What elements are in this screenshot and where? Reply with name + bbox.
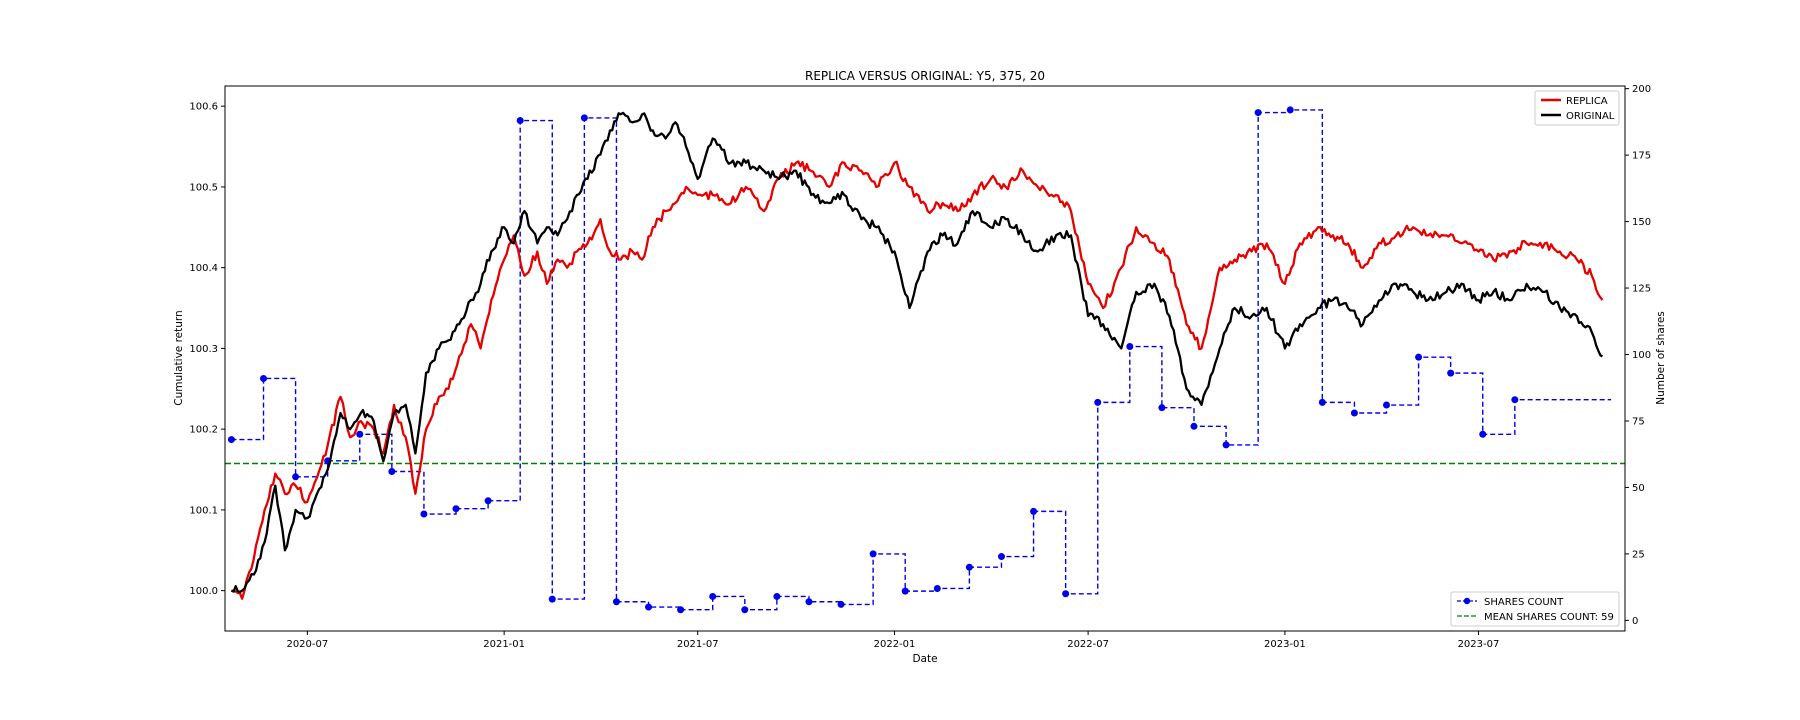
shares-count-point — [612, 598, 620, 606]
shares-count-point — [580, 114, 588, 122]
legend-shares-marker — [1463, 597, 1471, 605]
y-left-tick-label: 100.6 — [189, 102, 218, 113]
shares-count-point — [227, 436, 235, 444]
y-left-tick-label: 100.1 — [189, 505, 218, 516]
shares-count-point — [1094, 398, 1102, 406]
y-left-tick-label: 100.5 — [189, 182, 218, 193]
series-layer — [225, 106, 1625, 614]
y-left-tick-label: 100.2 — [189, 425, 218, 436]
shares-count-point — [452, 505, 460, 513]
shares-count-point — [1415, 353, 1423, 361]
shares-count-point — [773, 592, 781, 600]
y-right-tick-label: 75 — [1632, 416, 1645, 427]
axes-layer: 2020-07 2021-01 2021-07 2022-01 2022-07 2023-… — [189, 84, 1651, 650]
x-tick-label: 2021-07 — [677, 639, 719, 650]
shares-count-point — [709, 592, 717, 600]
x-tick-label: 2023-01 — [1264, 639, 1306, 650]
y-right-tick-label: 150 — [1632, 217, 1651, 228]
y-right-tick-label: 0 — [1632, 616, 1638, 627]
shares-count-point — [837, 600, 845, 608]
shares-count-point — [1254, 109, 1262, 117]
x-tick-label: 2023-07 — [1458, 639, 1500, 650]
chart-title: REPLICA VERSUS ORIGINAL: Y5, 375, 20 — [805, 69, 1045, 83]
shares-count-point — [1158, 404, 1166, 412]
shares-count-point — [548, 595, 556, 603]
shares-count-point — [1318, 398, 1326, 406]
x-tick-label: 2021-01 — [483, 639, 525, 650]
y-right-tick-label: 50 — [1632, 483, 1645, 494]
shares-count-point — [965, 563, 973, 571]
y-right-tick-label: 125 — [1632, 284, 1651, 295]
shares-count-line — [231, 109, 1612, 611]
shares-count-point — [805, 598, 813, 606]
x-axis-label: Date — [912, 653, 937, 665]
y-axis-left-label: Cumulative return — [173, 310, 185, 405]
plot-frame — [224, 85, 1626, 632]
shares-count-point — [741, 606, 749, 614]
shares-count-point — [1190, 422, 1198, 430]
y-left-tick-label: 100.4 — [189, 263, 218, 274]
shares-count-point — [933, 584, 941, 592]
y-axis-right-label: Number of shares — [1655, 311, 1667, 405]
y-right-tick-label: 175 — [1632, 151, 1651, 162]
shares-count-point — [1447, 369, 1455, 377]
shares-count-point — [901, 587, 909, 595]
shares-count-point — [420, 510, 428, 518]
y-right-tick-label: 100 — [1632, 350, 1651, 361]
y-right-tick-label: 25 — [1632, 549, 1645, 560]
legend-original-label: ORIGINAL — [1566, 111, 1615, 122]
legend-replica-label: REPLICA — [1566, 96, 1608, 107]
shares-count-point — [677, 606, 685, 614]
legend-mean-label: MEAN SHARES COUNT: 59 — [1484, 612, 1614, 623]
original-line — [230, 111, 1604, 594]
shares-count-point — [516, 117, 524, 125]
x-tick-label: 2020-07 — [286, 639, 328, 650]
legend-bottom: SHARES COUNT MEAN SHARES COUNT: 59 — [1450, 591, 1620, 627]
x-tick-label: 2022-07 — [1067, 639, 1109, 650]
shares-count-point — [484, 497, 492, 505]
shares-count-point — [1511, 396, 1519, 404]
x-tick-label: 2022-01 — [874, 639, 916, 650]
replica-line — [231, 160, 1604, 600]
legend-shares-label: SHARES COUNT — [1484, 597, 1564, 608]
shares-count-point — [869, 550, 877, 558]
shares-count-point — [292, 473, 300, 481]
shares-count-point — [1062, 590, 1070, 598]
shares-count-point — [645, 603, 653, 611]
legend-top: REPLICA ORIGINAL — [1534, 90, 1620, 126]
legend-bottom-box — [1450, 591, 1620, 627]
shares-count-point — [388, 467, 396, 475]
shares-count-point — [1479, 430, 1487, 438]
shares-count-point — [260, 374, 268, 382]
shares-count-point — [1350, 409, 1358, 417]
y-right-tick-label: 200 — [1632, 84, 1651, 95]
shares-count-point — [356, 430, 364, 438]
y-left-tick-label: 100.0 — [189, 586, 218, 597]
shares-count-point — [1030, 507, 1038, 515]
shares-count-point — [1286, 106, 1294, 114]
shares-count-point — [1222, 441, 1230, 449]
y-left-tick-label: 100.3 — [189, 344, 218, 355]
shares-count-point — [1126, 343, 1134, 351]
shares-count-point — [997, 553, 1005, 561]
shares-count-point — [1382, 401, 1390, 409]
